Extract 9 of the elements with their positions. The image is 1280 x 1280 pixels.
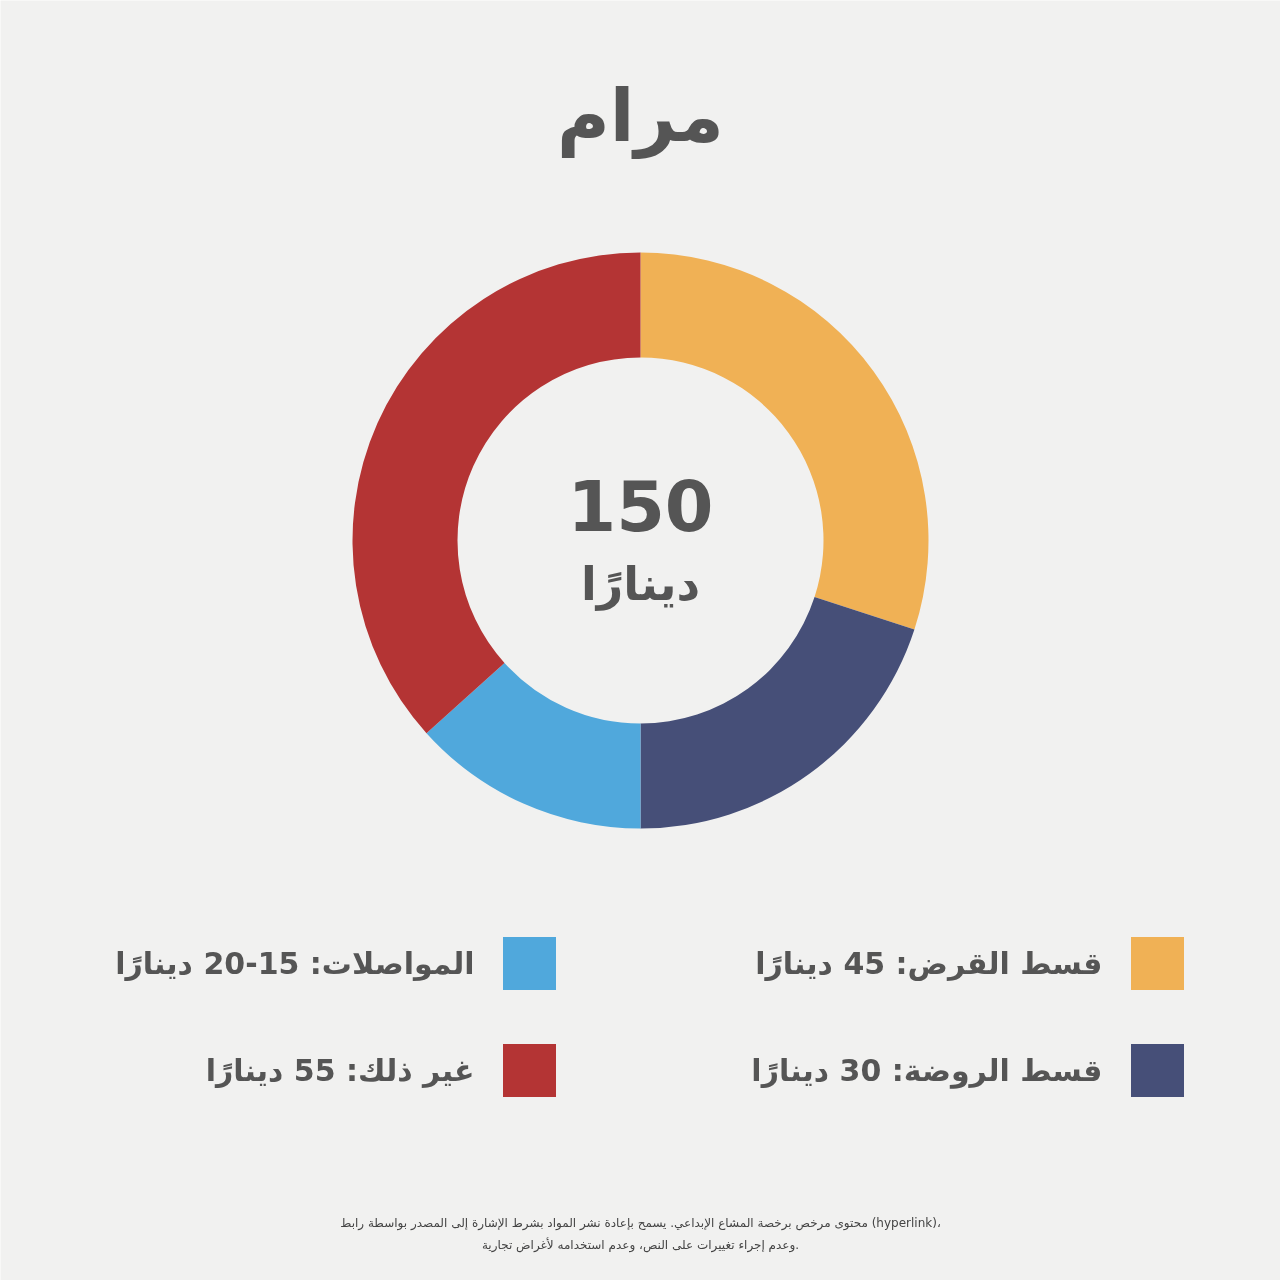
legend-label: قسط الروضة: 30 دينارًا [751,1053,1103,1089]
legend-label: المواصلات: 15-20 دينارًا [115,946,475,981]
chart-title: مرام [557,73,724,159]
text: محتوى مرخص برخصة المشاع الإبداعي. يسمح بإعادة نشر المواد بشرط الإشارة إلى المصدر بواسطة رابط (hyperlink)، [340,1215,941,1231]
legend-label: قسط القرض: 45 دينارًا [755,946,1103,981]
text: 150 [567,466,714,548]
text: دينارًا [580,556,701,611]
text: وعدم إجراء تغييرات على النص، وعدم استخدامه لأغراض تجارية. [481,1236,800,1253]
legend-label: غير ذلك: 55 دينارًا [205,1053,475,1088]
